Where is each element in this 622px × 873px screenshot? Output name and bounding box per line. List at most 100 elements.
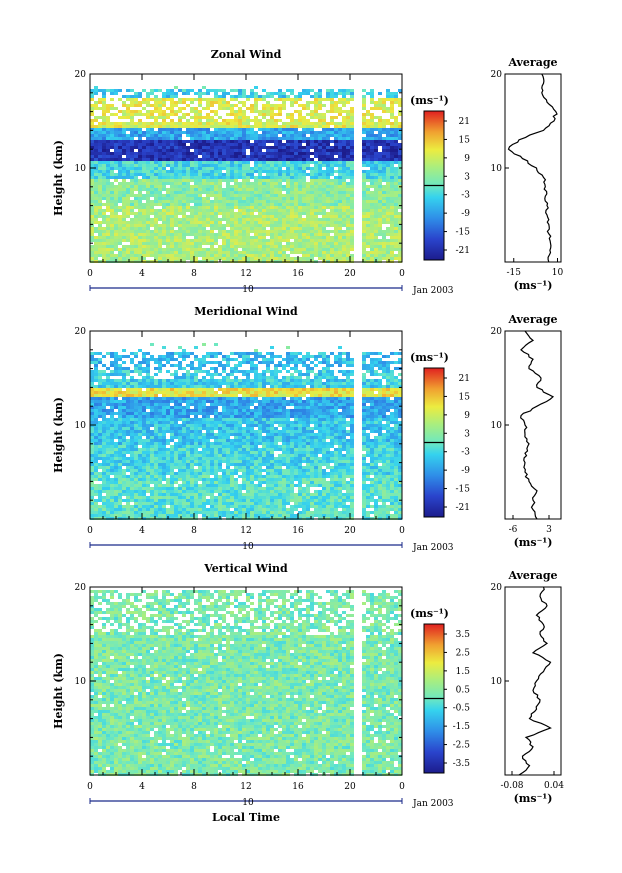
heatmap-cell [150,430,154,433]
heatmap-cell [94,89,98,92]
heatmap-cell [206,158,210,161]
heatmap-cell [98,251,102,254]
heatmap-cell [138,406,142,409]
heatmap-cell [142,466,146,469]
heatmap-cell [254,140,258,143]
heatmap-cell [90,352,94,355]
heatmap-cell [334,221,338,224]
heatmap-cell [90,427,94,430]
heatmap-cell [138,415,142,418]
heatmap-cell [90,421,94,424]
heatmap-cell [266,110,270,113]
heatmap-cell [290,194,294,197]
heatmap-cell [134,143,138,146]
heatmap-cell [222,122,226,125]
heatmap-cell [94,173,98,176]
heatmap-cell [98,385,102,388]
heatmap-cell [110,185,114,188]
heatmap-cell [138,215,142,218]
heatmap-cell [102,370,106,373]
heatmap-cell [238,236,242,239]
heatmap-cell [182,224,186,227]
heatmap-cell [118,373,122,376]
heatmap-cell [202,134,206,137]
heatmap-cell [90,505,94,508]
heatmap-cell [146,230,150,233]
heatmap-cell [338,179,342,182]
heatmap-cell [118,412,122,415]
heatmap-cell [302,128,306,131]
heatmap-cell [342,119,346,122]
heatmap-cell [394,134,398,137]
heatmap-cell [138,496,142,499]
heatmap-cell [102,185,106,188]
heatmap-cell [294,245,298,248]
heatmap-cell [330,158,334,161]
heatmap-cell [118,415,122,418]
heatmap-cell [386,143,390,146]
heatmap-cell [390,254,394,257]
heatmap-cell [166,248,170,251]
heatmap-cell [362,194,366,197]
heatmap-cell [234,146,238,149]
heatmap-cell [346,200,350,203]
heatmap-cell [214,227,218,230]
heatmap-cell [350,236,354,239]
heatmap-cell [190,218,194,221]
heatmap-cell [290,242,294,245]
heatmap-cell [122,469,126,472]
heatmap-cell [218,230,222,233]
heatmap-cell [326,236,330,239]
heatmap-cell [346,113,350,116]
heatmap-cell [206,104,210,107]
heatmap-cell [130,448,134,451]
heatmap-cell [198,197,202,200]
heatmap-cell [154,499,158,502]
heatmap-cell [378,248,382,251]
heatmap-cell [282,194,286,197]
heatmap-cell [326,173,330,176]
heatmap-cell [362,113,366,116]
heatmap-cell [130,152,134,155]
heatmap-cell [282,128,286,131]
heatmap-cell [122,239,126,242]
heatmap-cell [262,227,266,230]
heatmap-cell [150,472,154,475]
heatmap-cell [270,218,274,221]
heatmap-cell [202,161,206,164]
heatmap-cell [218,167,222,170]
heatmap-cell [126,161,130,164]
heatmap-cell [214,200,218,203]
heatmap-cell [294,197,298,200]
heatmap-cell [126,385,130,388]
heatmap-cell [170,257,174,260]
heatmap-cell [174,254,178,257]
heatmap-cell [210,224,214,227]
heatmap-cell [150,185,154,188]
heatmap-cell [182,191,186,194]
heatmap-cell [214,203,218,206]
heatmap-cell [126,110,130,113]
heatmap-cell [222,206,226,209]
heatmap-cell [102,508,106,511]
heatmap-cell [138,149,142,152]
heatmap-cell [102,179,106,182]
heatmap-cell [102,502,106,505]
heatmap-cell [330,134,334,137]
heatmap-cell [254,236,258,239]
heatmap-cell [330,164,334,167]
heatmap-cell [170,95,174,98]
heatmap-cell [362,230,366,233]
heatmap-cell [298,158,302,161]
heatmap-cell [314,224,318,227]
heatmap-cell [382,143,386,146]
heatmap-cell [242,113,246,116]
heatmap-cell [126,182,130,185]
heatmap-cell [102,194,106,197]
heatmap-cell [162,364,166,367]
heatmap-cell [114,218,118,221]
heatmap-cell [266,158,270,161]
heatmap-cell [222,149,226,152]
heatmap-cell [158,427,162,430]
heatmap-cell [174,161,178,164]
